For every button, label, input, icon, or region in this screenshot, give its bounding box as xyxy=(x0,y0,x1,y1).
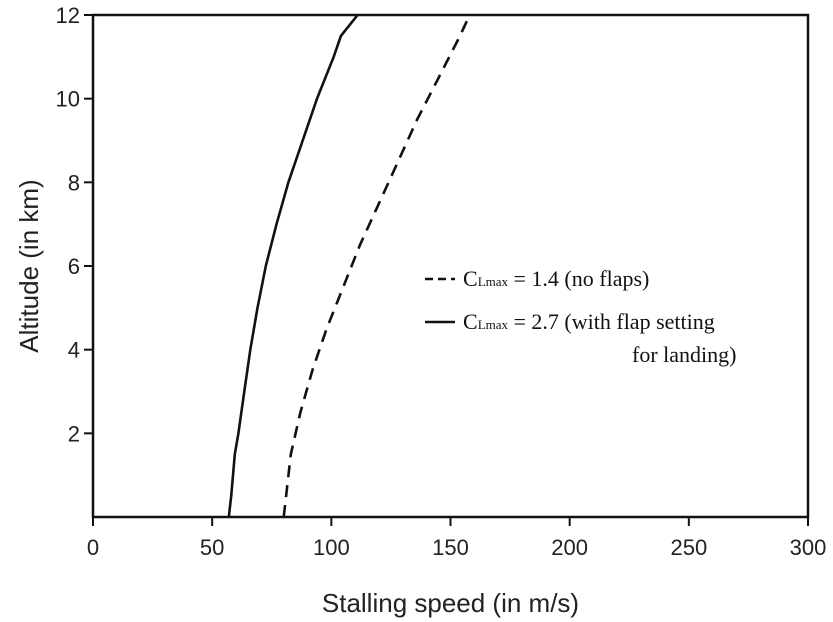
plot-area-frame xyxy=(91,13,810,519)
x-tick-label: 300 xyxy=(790,535,827,560)
x-tick-label: 200 xyxy=(551,535,588,560)
y-tick-label: 10 xyxy=(56,87,80,112)
x-tick-label: 50 xyxy=(200,535,224,560)
y-axis-label: Altitude (in km) xyxy=(14,179,44,352)
legend-label-2-line2: for landing) xyxy=(632,342,736,367)
series-line-1 xyxy=(282,14,471,518)
x-tick-label: 150 xyxy=(432,535,469,560)
y-tick-label: 2 xyxy=(68,421,80,446)
y-tick-label: 8 xyxy=(68,170,80,195)
legend-label-2: CLmax = 2.7 (with flap setting xyxy=(463,309,715,334)
legend: CLmax = 1.4 (no flaps) CLmax = 2.7 (with … xyxy=(425,266,736,367)
y-tick-label: 12 xyxy=(56,3,80,28)
x-tick-label: 100 xyxy=(313,535,350,560)
x-tick-label: 0 xyxy=(87,535,99,560)
y-tick-label: 6 xyxy=(68,254,80,279)
legend-label-1: CLmax = 1.4 (no flaps) xyxy=(463,266,649,291)
x-axis-label: Stalling speed (in m/s) xyxy=(322,588,579,618)
series-line-2 xyxy=(227,14,359,518)
x-tick-label: 250 xyxy=(670,535,707,560)
y-tick-label: 4 xyxy=(68,338,80,363)
